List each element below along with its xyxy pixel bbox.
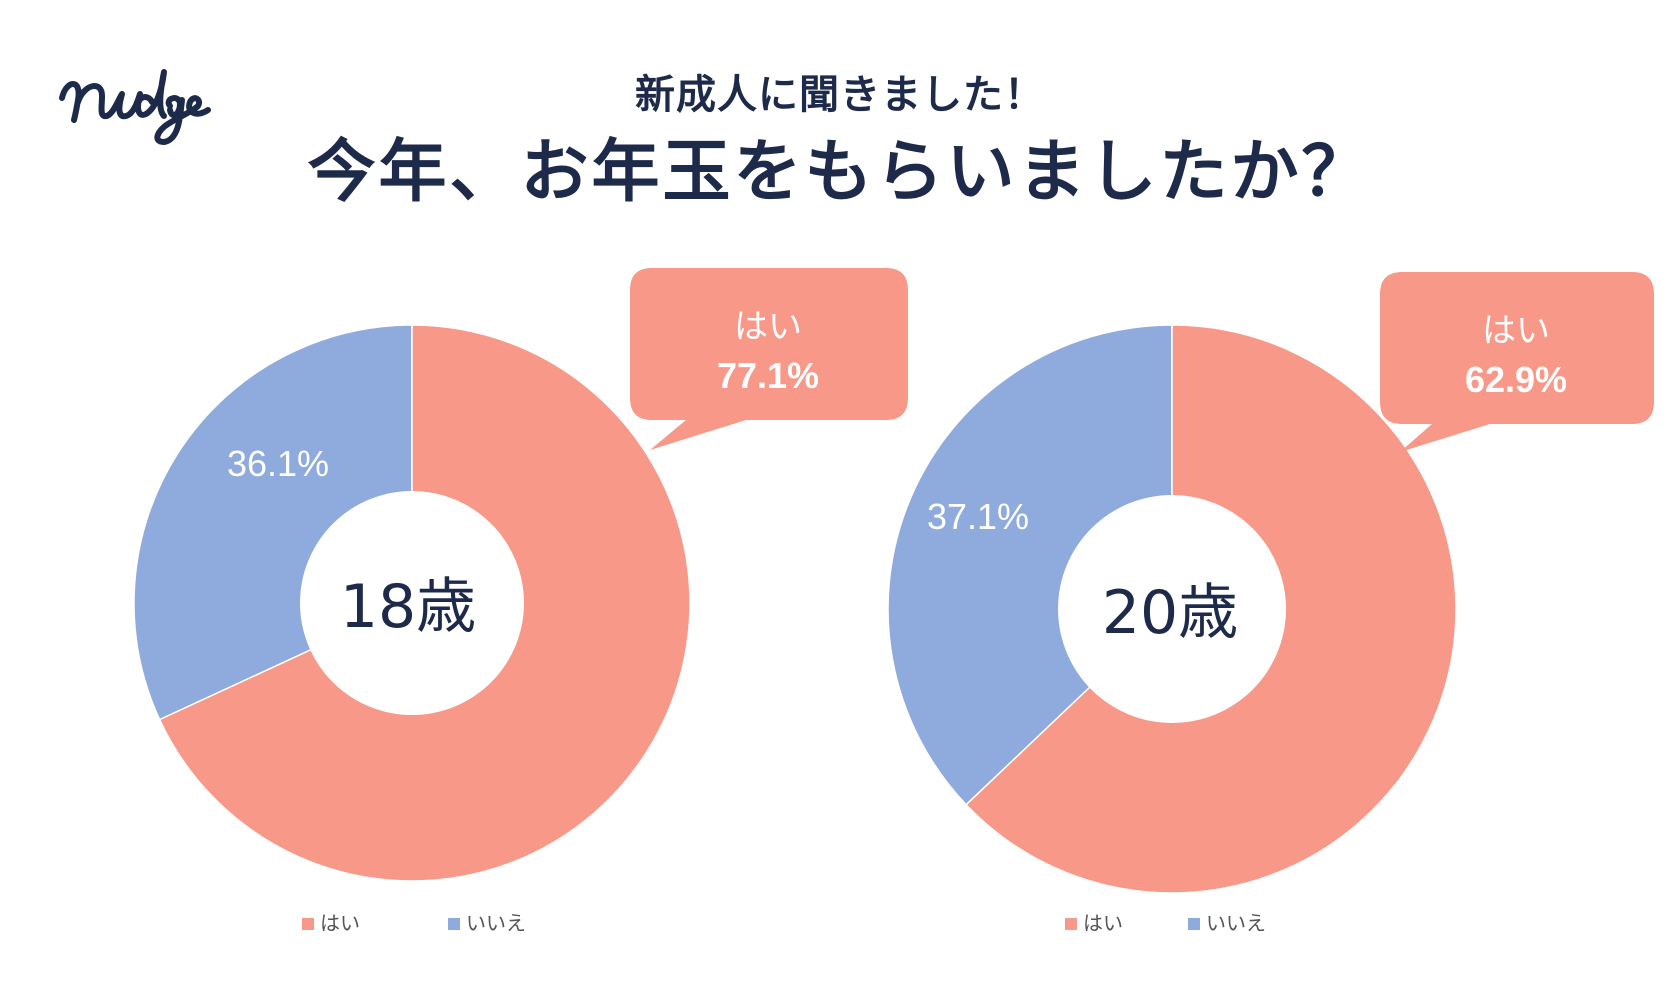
callout-bubble-20 xyxy=(1380,272,1654,452)
callout-name-20: はい xyxy=(1482,311,1550,351)
legend-swatch-no-20 xyxy=(1188,918,1200,930)
callout-value-20: 62.9% xyxy=(1465,359,1567,400)
donut-hole-18 xyxy=(300,491,524,715)
center-label-18: 18歳 xyxy=(340,572,476,642)
donut-chart-18: 18歳 36.1% はい 77.1% はい いいえ xyxy=(133,268,908,935)
legend-18: はい いいえ xyxy=(302,911,526,935)
legend-label-no-20: いいえ xyxy=(1206,911,1266,935)
legend-20: はい いいえ xyxy=(1065,911,1266,935)
legend-swatch-yes-18 xyxy=(302,918,314,930)
callout-yes-20: はい 62.9% xyxy=(1380,272,1654,452)
callout-value-18: 77.1% xyxy=(717,355,819,396)
donut-chart-20: 20歳 37.1% はい 62.9% はい いいえ xyxy=(887,272,1654,935)
callout-name-18: はい xyxy=(734,307,802,347)
slice-label-no-20: 37.1% xyxy=(927,496,1029,537)
nudge-logo-mark xyxy=(59,69,211,145)
donut-hole-20 xyxy=(1058,495,1286,723)
callout-bubble-18 xyxy=(630,268,908,450)
slice-no-20 xyxy=(887,324,1173,806)
nudge-logo xyxy=(52,50,232,150)
legend-swatch-no-18 xyxy=(448,918,460,930)
legend-swatch-yes-20 xyxy=(1065,918,1077,930)
legend-label-yes-20: はい xyxy=(1083,911,1123,935)
center-label-20: 20歳 xyxy=(1102,578,1238,648)
slice-label-no-18: 36.1% xyxy=(227,443,329,484)
legend-label-no-18: いいえ xyxy=(466,911,526,935)
page-title: 今年、お年玉をもらいましたか？ xyxy=(307,133,1373,212)
legend-label-yes-18: はい xyxy=(320,911,360,935)
callout-yes-18: はい 77.1% xyxy=(630,268,908,450)
page-subtitle: 新成人に聞きました！ xyxy=(635,72,1045,118)
